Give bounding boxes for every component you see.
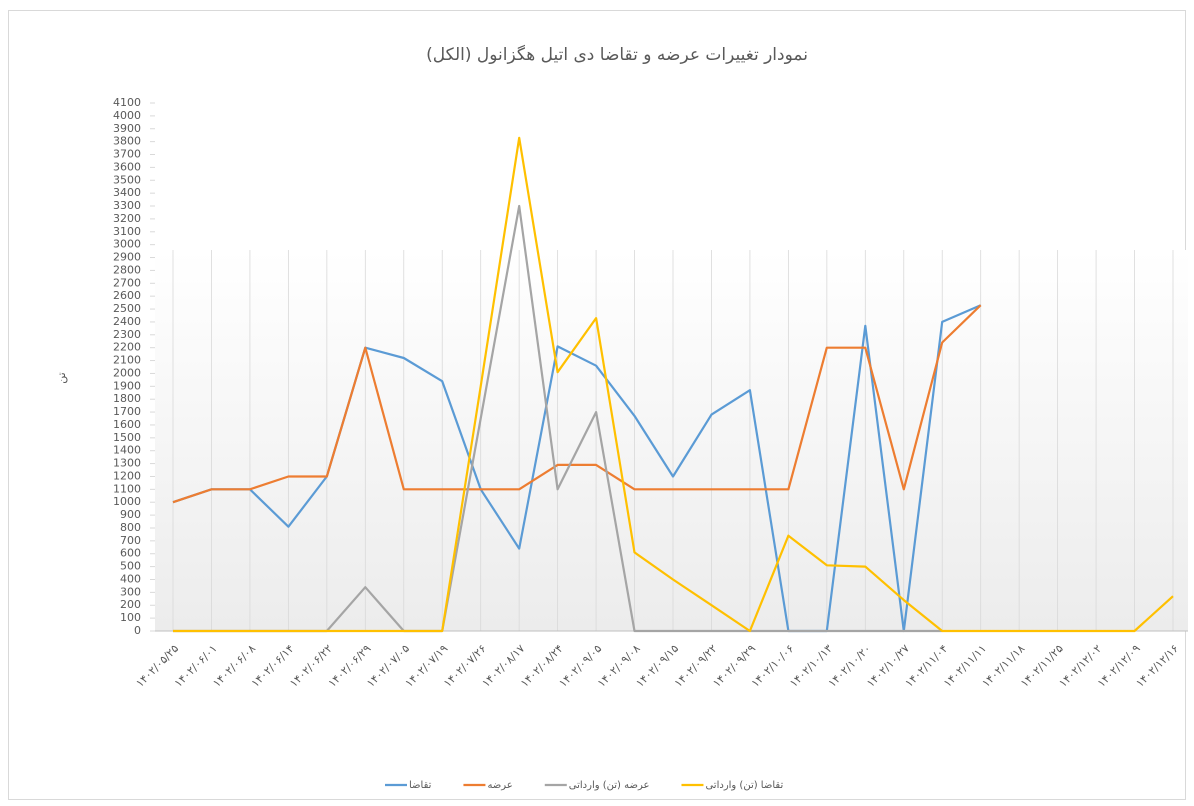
- y-tick-label: 1600: [113, 418, 141, 431]
- y-tick-label: 3500: [113, 173, 141, 186]
- y-tick-label: 3900: [113, 122, 141, 135]
- y-tick-label: 3600: [113, 160, 141, 173]
- y-tick-label: 600: [120, 547, 141, 560]
- plot-background: [155, 250, 1188, 631]
- y-tick-label: 1000: [113, 495, 141, 508]
- y-tick-label: 4100: [113, 96, 141, 109]
- y-tick-label: 3300: [113, 199, 141, 212]
- chart-title: نمودار تغییرات عرضه و تقاضا دی اتیل هگزا…: [426, 44, 808, 65]
- y-tick-label: 0: [134, 624, 141, 637]
- y-tick-label: 100: [120, 611, 141, 624]
- y-tick-label: 1500: [113, 431, 141, 444]
- y-tick-label: 1100: [113, 482, 141, 495]
- legend-label: عرضه: [487, 780, 512, 791]
- series-line: [173, 136, 1174, 633]
- y-tick-label: 2500: [113, 302, 141, 315]
- y-tick-label: 500: [120, 560, 141, 573]
- y-tick-label: 3400: [113, 186, 141, 199]
- y-tick-label: 2800: [113, 263, 141, 276]
- y-tick-label: 800: [120, 521, 141, 534]
- y-tick-label: 2000: [113, 366, 141, 379]
- y-tick-label: 2900: [113, 251, 141, 264]
- y-tick-label: 2700: [113, 276, 141, 289]
- y-tick-label: 3700: [113, 148, 141, 161]
- y-tick-label: 1300: [113, 457, 141, 470]
- y-tick-label: 2200: [113, 341, 141, 354]
- y-tick-label: 2400: [113, 315, 141, 328]
- series-line: [172, 304, 982, 633]
- y-tick-label: 2100: [113, 354, 141, 367]
- y-tick-label: 1900: [113, 379, 141, 392]
- y-tick-label: 700: [120, 534, 141, 547]
- y-axis-label: تن: [55, 372, 68, 383]
- y-tick-label: 3200: [113, 212, 141, 225]
- legend-label: تقاضا: [409, 780, 432, 791]
- legend-label: تقاضا (تن) وارداتی: [705, 780, 783, 791]
- y-tick-label: 1800: [113, 392, 141, 405]
- y-tick-label: 900: [120, 508, 141, 521]
- y-tick-label: 1700: [113, 405, 141, 418]
- y-tick-label: 3100: [113, 225, 141, 238]
- y-tick-label: 200: [120, 598, 141, 611]
- series-line: [172, 304, 982, 504]
- y-tick-label: 400: [120, 572, 141, 585]
- y-tick-label: 4000: [113, 109, 141, 122]
- y-tick-label: 1200: [113, 469, 141, 482]
- y-tick-label: 3800: [113, 135, 141, 148]
- y-tick-label: 1400: [113, 444, 141, 457]
- y-tick-label: 2300: [113, 328, 141, 341]
- y-tick-label: 2600: [113, 289, 141, 302]
- y-tick-label: 300: [120, 585, 141, 598]
- legend-label: عرضه (تن) وارداتی: [569, 780, 650, 791]
- y-tick-label: 3000: [113, 238, 141, 251]
